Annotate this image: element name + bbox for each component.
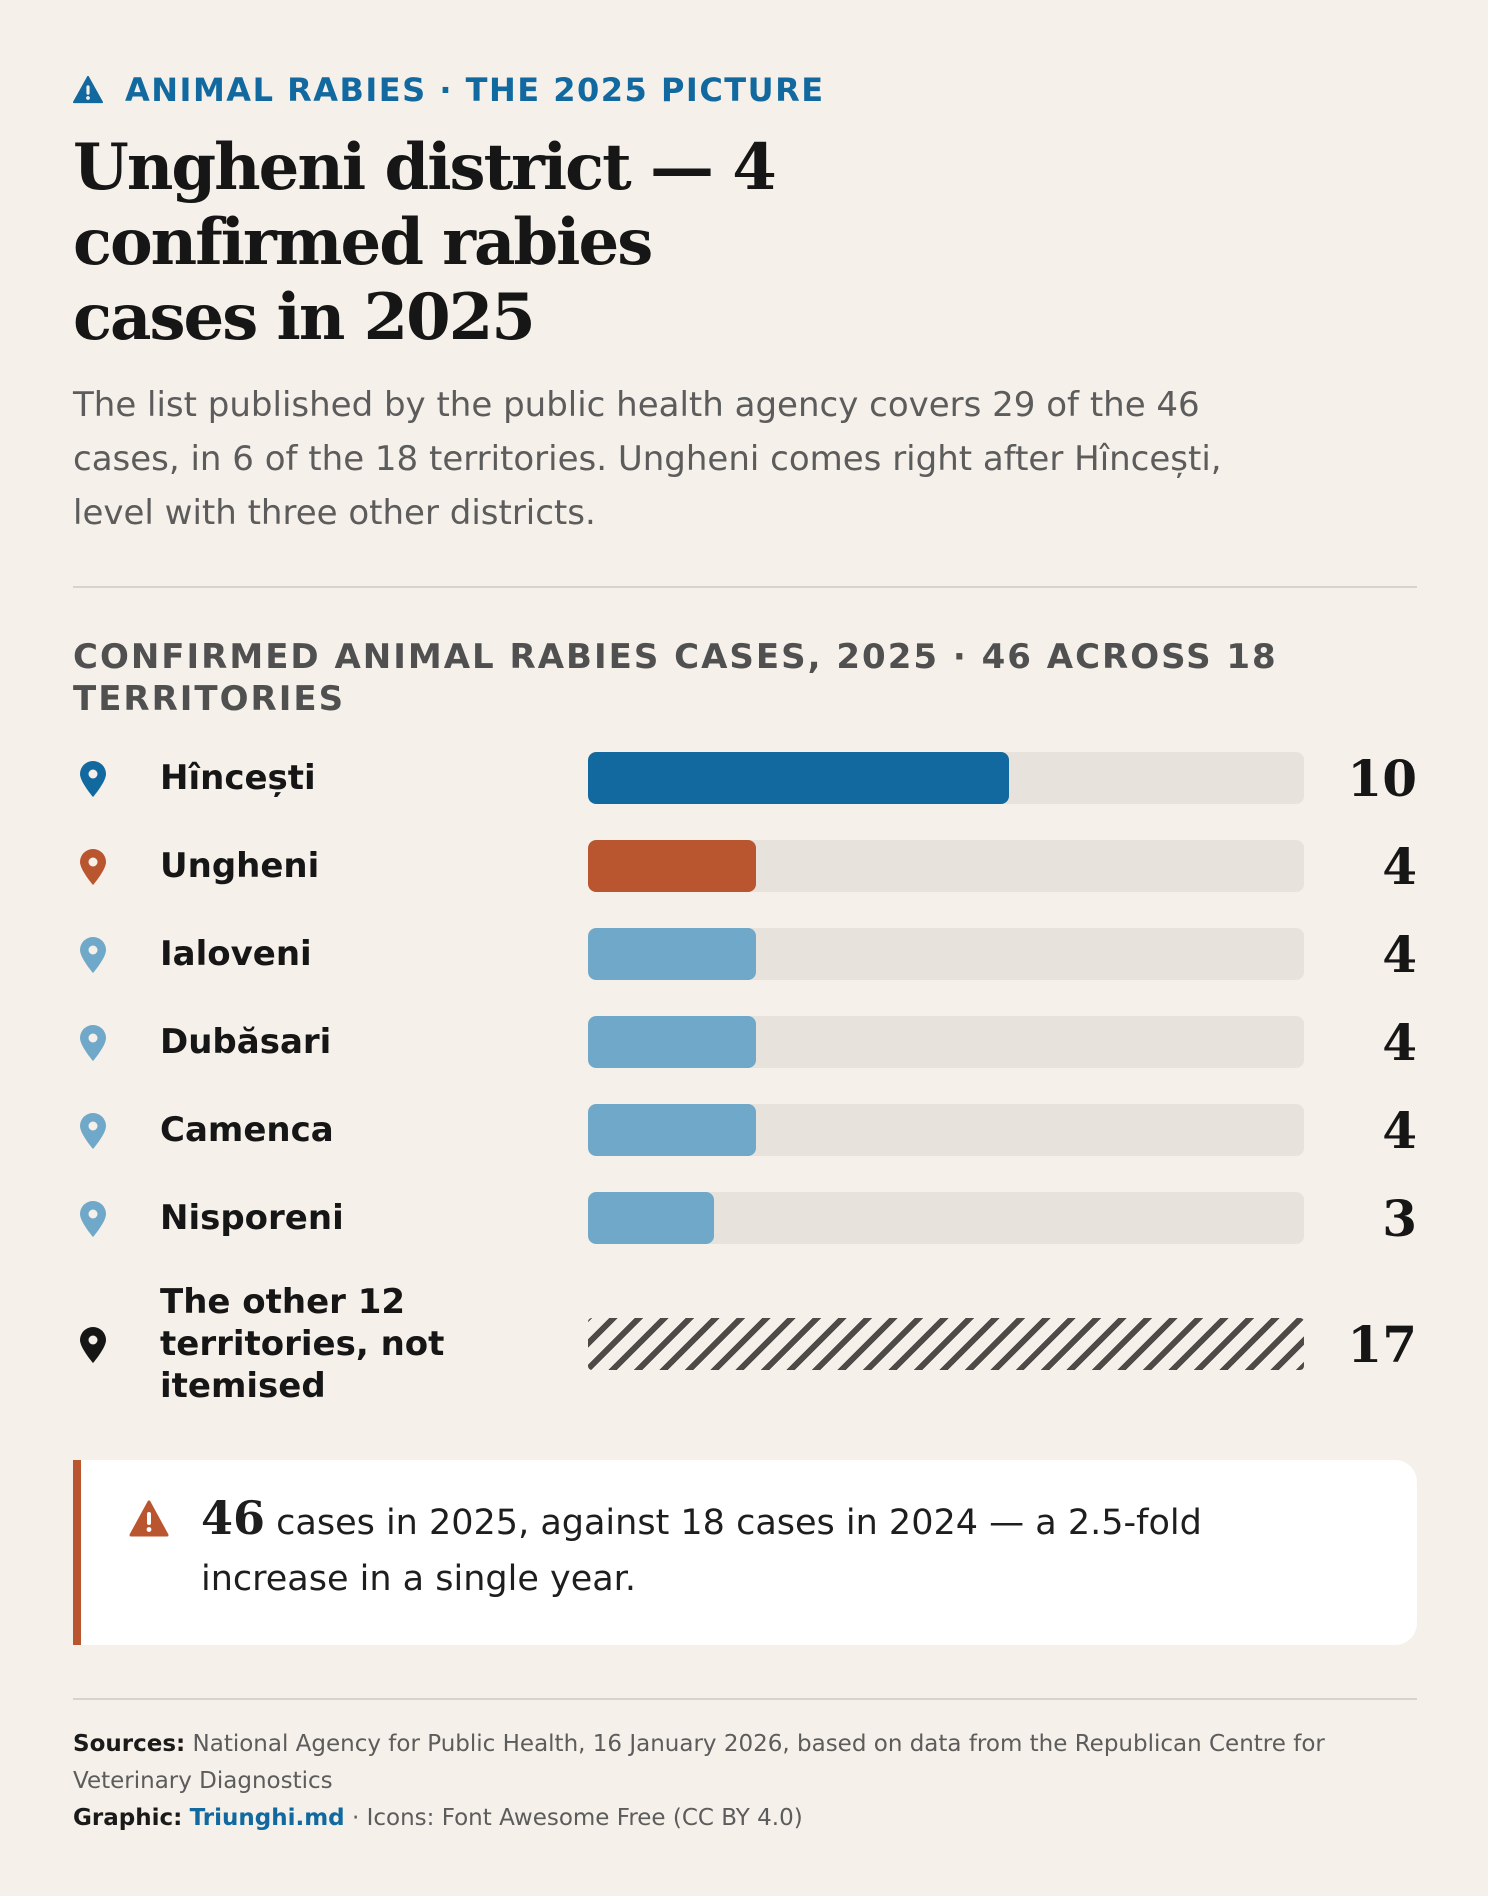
location-pin-icon bbox=[80, 937, 106, 973]
warning-icon bbox=[73, 75, 103, 104]
graphic-line: Graphic: Triunghi.md · Icons: Font Aweso… bbox=[73, 1800, 1417, 1837]
bar-label: Hîncești bbox=[160, 758, 316, 798]
bar-value-label: 4 bbox=[1382, 836, 1417, 896]
divider bbox=[73, 586, 1417, 588]
bar-row-dubasari: Dubăsari 4 bbox=[73, 1012, 1417, 1072]
bar-track bbox=[588, 1192, 1304, 1244]
bar-fill bbox=[588, 1192, 715, 1244]
bar-label: Nisporeni bbox=[160, 1198, 344, 1238]
bar-row-ialoveni: Ialoveni 4 bbox=[73, 924, 1417, 984]
bar-track bbox=[588, 752, 1304, 804]
bar-label: Camenca bbox=[160, 1110, 334, 1150]
bar-label: Dubăsari bbox=[160, 1022, 332, 1062]
location-pin-icon bbox=[80, 1113, 106, 1149]
bar-value-label: 3 bbox=[1382, 1188, 1417, 1248]
bar-value-label: 4 bbox=[1382, 1012, 1417, 1072]
kicker: ANIMAL RABIES · THE 2025 PICTURE bbox=[73, 70, 825, 110]
callout-box: 46 cases in 2025, against 18 cases in 20… bbox=[73, 1460, 1417, 1645]
bar-track bbox=[588, 840, 1304, 892]
graphic-link[interactable]: Triunghi.md bbox=[189, 1805, 345, 1831]
bar-fill bbox=[588, 840, 757, 892]
bar-row-camenca: Camenca 4 bbox=[73, 1100, 1417, 1160]
page-title: Ungheni district — 4 confirmed rabies ca… bbox=[73, 130, 777, 355]
bar-value-label: 10 bbox=[1347, 748, 1417, 808]
bar-label: Ungheni bbox=[160, 846, 320, 886]
sources-text: National Agency for Public Health, 16 Ja… bbox=[73, 1731, 1325, 1794]
location-pin-icon bbox=[80, 761, 106, 797]
graphic-credits: · Icons: Font Awesome Free (CC BY 4.0) bbox=[344, 1805, 803, 1831]
bar-fill bbox=[588, 752, 1010, 804]
chart-title: CONFIRMED ANIMAL RABIES CASES, 2025 · 46… bbox=[73, 637, 1278, 719]
location-pin-icon bbox=[80, 1025, 106, 1061]
bar-fill bbox=[588, 928, 757, 980]
sources-label: Sources: bbox=[73, 1731, 186, 1757]
page-subtitle: The list published by the public health … bbox=[73, 385, 1222, 533]
divider bbox=[73, 1698, 1417, 1700]
bar-row-hincesti: Hîncești 10 bbox=[73, 748, 1417, 808]
location-pin-icon bbox=[80, 1201, 106, 1237]
location-pin-icon bbox=[80, 1327, 106, 1363]
bar-row-ungheni: Ungheni 4 bbox=[73, 836, 1417, 896]
bar-value-label: 4 bbox=[1382, 1100, 1417, 1160]
bar-label: The other 12 territories, not itemised bbox=[160, 1282, 445, 1406]
bar-row-the-other-12-territories-not-itemised: The other 12 territories, not itemised 17 bbox=[73, 1282, 1417, 1406]
bar-track bbox=[588, 1318, 1304, 1370]
bar-track bbox=[588, 1104, 1304, 1156]
bar-track bbox=[588, 1016, 1304, 1068]
sources-line: Sources: National Agency for Public Heal… bbox=[73, 1726, 1417, 1800]
bar-row-nisporeni: Nisporeni 3 bbox=[73, 1188, 1417, 1248]
bar-value-label: 17 bbox=[1347, 1314, 1417, 1374]
bar-value-label: 4 bbox=[1382, 924, 1417, 984]
kicker-text: ANIMAL RABIES · THE 2025 PICTURE bbox=[125, 71, 825, 109]
callout-text: 46 cases in 2025, against 18 cases in 20… bbox=[201, 1490, 1281, 1607]
location-pin-icon bbox=[80, 849, 106, 885]
bar-fill bbox=[588, 1016, 757, 1068]
callout-big-number: 46 bbox=[201, 1491, 266, 1545]
warning-icon bbox=[129, 1500, 169, 1537]
bar-fill bbox=[588, 1104, 757, 1156]
bar-label: Ialoveni bbox=[160, 934, 312, 974]
graphic-label: Graphic: bbox=[73, 1805, 183, 1831]
callout-body: cases in 2025, against 18 cases in 2024 … bbox=[201, 1503, 1202, 1599]
bar-track bbox=[588, 928, 1304, 980]
footer: Sources: National Agency for Public Heal… bbox=[73, 1726, 1417, 1837]
